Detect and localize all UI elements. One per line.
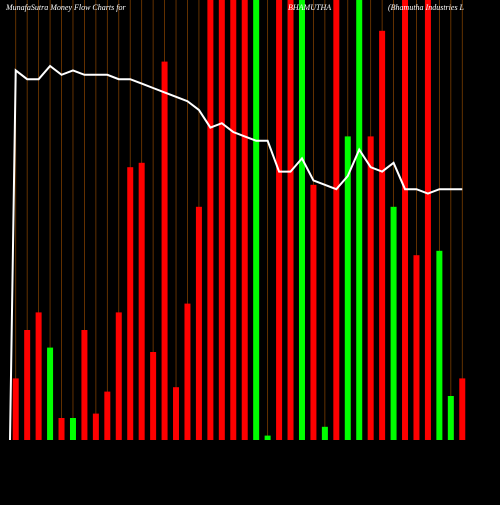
bar [138,162,145,441]
bar [47,347,54,440]
bar [321,426,328,440]
bar [161,61,168,440]
bar [447,396,454,440]
plot [9,0,466,441]
bar [253,0,260,440]
bar [310,184,317,440]
flow-line [9,64,463,441]
bar [264,435,271,440]
bar [173,387,180,440]
bar [150,352,157,440]
bar [58,418,65,440]
bar [241,0,248,440]
bar [436,250,443,440]
bar [367,136,374,440]
bar [184,303,191,440]
bar [92,413,99,440]
bar [390,206,397,440]
bar [127,167,134,440]
bar [287,0,294,440]
bar [24,330,31,440]
bar [218,0,225,440]
bar [35,312,42,440]
symbol: BHAMUTHA [288,3,331,12]
bar [195,206,202,440]
bar [356,0,363,440]
chart-title: MunafaSutra Money Flow Charts for [5,3,126,12]
company: (Bhamutha Industries L [388,3,465,12]
bar [344,136,351,440]
bar [413,255,420,440]
bar [12,378,19,440]
bar [402,0,409,440]
bar [298,0,305,440]
bar [104,391,111,440]
bar [276,0,283,440]
bar [69,418,76,440]
bar [333,0,340,440]
bar [115,312,122,440]
bar [230,0,237,440]
bar [379,30,386,441]
bar [207,0,214,440]
bar [424,0,431,440]
bar [459,378,466,440]
bar [81,330,88,440]
